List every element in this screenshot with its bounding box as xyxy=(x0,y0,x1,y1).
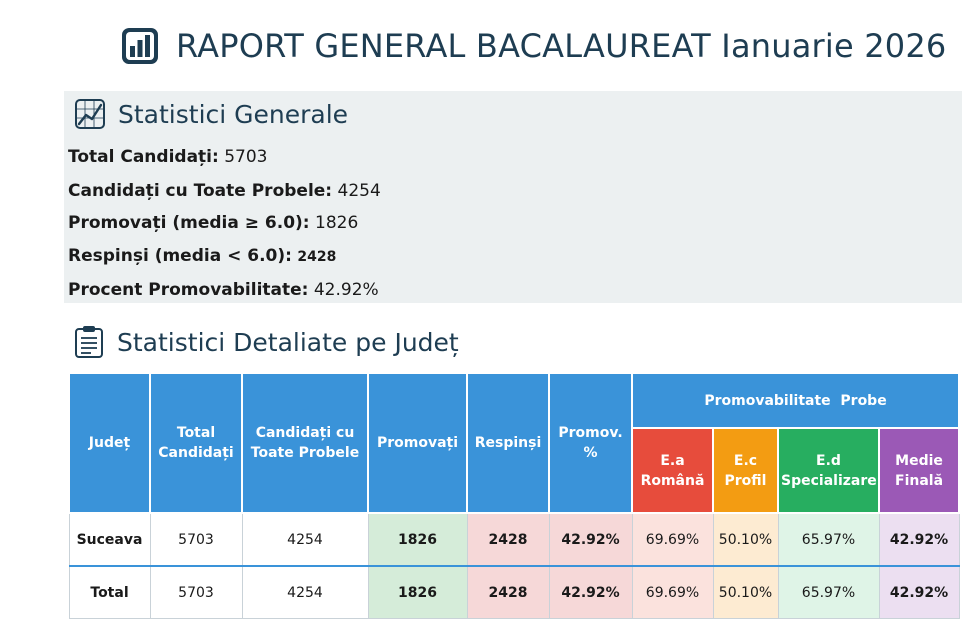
cell-respinsi: 2428 xyxy=(466,512,550,567)
col-promovati: Promovați xyxy=(367,372,468,514)
col-ec-profil: E.c Profil xyxy=(712,427,779,514)
detailed-statistics-header: Statistici Detaliate pe Județ xyxy=(74,324,459,360)
page-title: RAPORT GENERAL BACALAUREAT Ianuarie 2026 xyxy=(176,27,947,65)
cell-total-candidati: 5703 xyxy=(149,512,243,567)
stat-label: Respinși (media < 6.0): xyxy=(68,246,292,266)
stat-toate-probele: Candidați cu Toate Probele: 4254 xyxy=(68,181,381,201)
col-toate-probele: Candidați cu Toate Probele xyxy=(241,372,369,514)
stat-value: 5703 xyxy=(224,147,268,167)
col-respinsi: Respinși xyxy=(466,372,550,514)
bar-chart-icon xyxy=(122,28,158,64)
stat-respinsi: Respinși (media < 6.0): 2428 xyxy=(68,246,336,266)
cell-ed-specializare: 65.97% xyxy=(777,512,880,567)
cell-ed-specializare: 65.97% xyxy=(777,565,880,619)
stat-value: 2428 xyxy=(297,249,337,265)
stat-label: Candidați cu Toate Probele: xyxy=(68,181,333,201)
cell-promovati: 1826 xyxy=(367,565,468,619)
cell-promov-pct: 42.92% xyxy=(548,565,633,619)
cell-judet: Suceava xyxy=(68,512,151,567)
stat-promovati: Promovați (media ≥ 6.0): 1826 xyxy=(68,213,358,233)
cell-promovati: 1826 xyxy=(367,512,468,567)
table-row: Suceava 5703 4254 1826 2428 42.92% 69.69… xyxy=(68,512,960,567)
cell-judet: Total xyxy=(68,565,151,619)
stat-label: Procent Promovabilitate: xyxy=(68,280,309,300)
line-chart-icon xyxy=(75,99,105,129)
general-statistics-title: Statistici Generale xyxy=(118,99,349,129)
clipboard-icon xyxy=(75,326,103,358)
cell-total-candidati: 5703 xyxy=(149,565,243,619)
stat-label: Total Candidați: xyxy=(68,147,219,167)
page-header: RAPORT GENERAL BACALAUREAT Ianuarie 2026 xyxy=(120,22,946,70)
cell-promov-pct: 42.92% xyxy=(548,512,633,567)
detailed-statistics-title: Statistici Detaliate pe Județ xyxy=(117,327,459,357)
col-judet: Județ xyxy=(68,372,151,514)
stat-total-candidati: Total Candidați: 5703 xyxy=(68,147,267,167)
cell-ea-romana: 69.69% xyxy=(631,565,714,619)
cell-respinsi: 2428 xyxy=(466,565,550,619)
stat-value: 4254 xyxy=(337,181,381,201)
cell-ec-profil: 50.10% xyxy=(712,565,779,619)
col-promov-pct: Promov. % xyxy=(548,372,633,514)
col-group-promovabilitate-probe: Promovabilitate Probe xyxy=(630,372,961,429)
general-statistics-panel: Statistici Generale Total Candidați: 570… xyxy=(64,91,962,303)
cell-medie-finala: 42.92% xyxy=(878,565,960,619)
stat-procent-promovabilitate: Procent Promovabilitate: 42.92% xyxy=(68,280,379,300)
general-statistics-header: Statistici Generale xyxy=(74,97,348,131)
cell-ec-profil: 50.10% xyxy=(712,512,779,567)
col-ed-specializare: E.d Specializare xyxy=(777,427,880,514)
table-row: Total 5703 4254 1826 2428 42.92% 69.69% … xyxy=(68,565,960,619)
cell-toate-probele: 4254 xyxy=(241,565,369,619)
col-ea-romana: E.a Română xyxy=(631,427,714,514)
stat-value: 1826 xyxy=(315,213,359,233)
stat-value: 42.92% xyxy=(313,280,379,300)
cell-medie-finala: 42.92% xyxy=(878,512,960,567)
stat-label: Promovați (media ≥ 6.0): xyxy=(68,213,310,233)
cell-ea-romana: 69.69% xyxy=(631,512,714,567)
cell-toate-probele: 4254 xyxy=(241,512,369,567)
col-medie-finala: Medie Finală xyxy=(877,427,961,514)
col-total-candidati: Total Candidați xyxy=(149,372,243,514)
county-statistics-table: Județ Total Candidați Candidați cu Toate… xyxy=(68,372,961,619)
